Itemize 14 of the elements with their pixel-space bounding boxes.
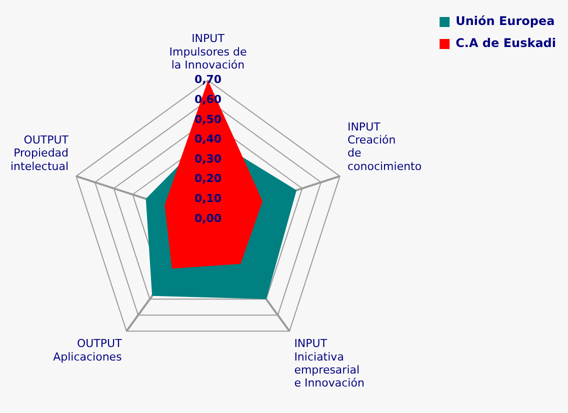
spoke-label: INPUT Impulsores de la Innovación (169, 32, 247, 72)
legend-label: C.A de Euskadi (456, 36, 556, 50)
y-tick-label: 0,00 (194, 212, 222, 225)
y-tick-label: 0,70 (194, 73, 222, 86)
y-tick-label: 0,50 (194, 112, 222, 126)
spoke-label: INPUT Creación de conocimiento (347, 120, 422, 173)
y-tick-label: 0,40 (194, 132, 222, 146)
spoke-label: OUTPUT Aplicaciones (53, 337, 122, 364)
legend-label: Unión Europea (456, 14, 555, 28)
y-tick-label: 0,20 (194, 172, 222, 186)
y-tick-label: 0,10 (194, 192, 222, 206)
spoke-label: OUTPUT Propiedad intelectual (10, 134, 69, 173)
y-tick-label: 0,30 (194, 152, 222, 166)
spoke-label: INPUT Iniciativa empresarial e Innovación (294, 337, 364, 390)
